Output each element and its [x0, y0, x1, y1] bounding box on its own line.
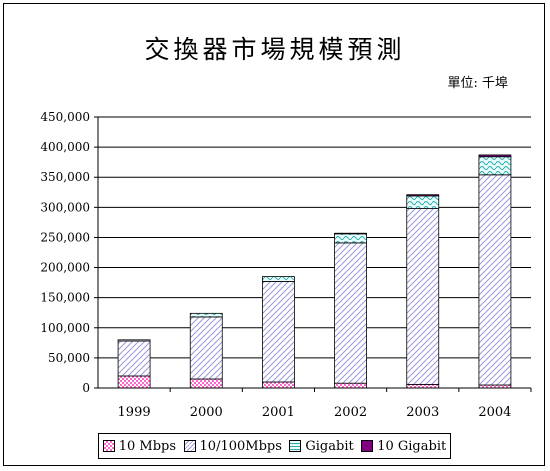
- unit-label: 單位: 千埠: [447, 76, 508, 91]
- bar-segment-gigabit-2004: [478, 156, 512, 176]
- legend-swatch-gigabit: [289, 440, 302, 452]
- bar-segment-10-100mbps-1999: [117, 340, 151, 377]
- bar-segment-10-100mbps-2004: [478, 174, 512, 386]
- legend: 10 Mbps 10/100Mbps Gigabit 10 Gigabit: [98, 433, 451, 459]
- x-tick-label: 2004: [478, 405, 511, 420]
- legend-item-10mbps: 10 Mbps: [102, 438, 177, 454]
- legend-swatch-10mbps: [102, 440, 115, 452]
- legend-item-10gigabit: 10 Gigabit: [361, 439, 446, 454]
- bar-segment-10-100mbps-2001: [262, 281, 295, 383]
- chart-frame: [3, 3, 545, 466]
- bar-segment-10-mbps-2003: [406, 383, 440, 389]
- x-tick-label: 2000: [190, 405, 223, 420]
- legend-swatch-10gigabit: [361, 440, 374, 452]
- bar-segment-10-100mbps-2003: [406, 208, 440, 385]
- bar-segment-gigabit-2003: [406, 195, 440, 209]
- legend-label-10mbps: 10 Mbps: [118, 438, 177, 454]
- y-tick-label: 400,000: [40, 140, 90, 154]
- x-tick-label: 2002: [334, 405, 367, 420]
- chart-title: 交換器市場規模預測: [144, 35, 406, 64]
- y-tick-label: 150,000: [40, 291, 90, 305]
- bar-segment-10-mbps-2002: [334, 382, 367, 389]
- y-tick-label: 200,000: [40, 261, 90, 275]
- bar-segment-10-100mbps-2000: [189, 316, 223, 380]
- bar-segment-10-mbps-2001: [262, 381, 295, 389]
- y-tick-label: 250,000: [40, 230, 90, 244]
- x-tick-label: 2003: [406, 405, 439, 420]
- y-tick-label: 0: [82, 381, 90, 395]
- legend-item-10-100mbps: 10/100Mbps: [183, 438, 282, 454]
- bar-segment-gigabit-2000: [189, 312, 223, 318]
- legend-item-gigabit: Gigabit: [289, 438, 354, 454]
- bar-segment-10-gigabit-2002: [334, 232, 367, 235]
- y-tick-label: 100,000: [40, 321, 90, 335]
- legend-label-gigabit: Gigabit: [305, 438, 354, 454]
- legend-swatch-10-100mbps: [183, 440, 196, 452]
- x-tick-label: 1999: [118, 405, 151, 420]
- x-tick-label: 2001: [262, 405, 295, 420]
- y-tick-label: 300,000: [40, 200, 90, 214]
- bar-segment-10-gigabit-2003: [406, 194, 440, 197]
- legend-label-10gigabit: 10 Gigabit: [377, 438, 447, 454]
- bar-segment-gigabit-2002: [334, 233, 367, 244]
- bar-segment-10-100mbps-2002: [334, 242, 367, 384]
- bar-segment-10-gigabit-2004: [478, 154, 512, 158]
- y-tick-label: 50,000: [48, 351, 90, 365]
- bar-segment-gigabit-2001: [262, 276, 295, 282]
- bar-segment-10-mbps-1999: [117, 375, 151, 389]
- y-tick-label: 350,000: [40, 170, 90, 184]
- legend-label-10-100mbps: 10/100Mbps: [199, 438, 282, 454]
- y-tick-label: 450,000: [40, 110, 90, 124]
- bar-segment-gigabit-1999: [117, 339, 151, 342]
- bar-segment-10-mbps-2000: [189, 378, 223, 389]
